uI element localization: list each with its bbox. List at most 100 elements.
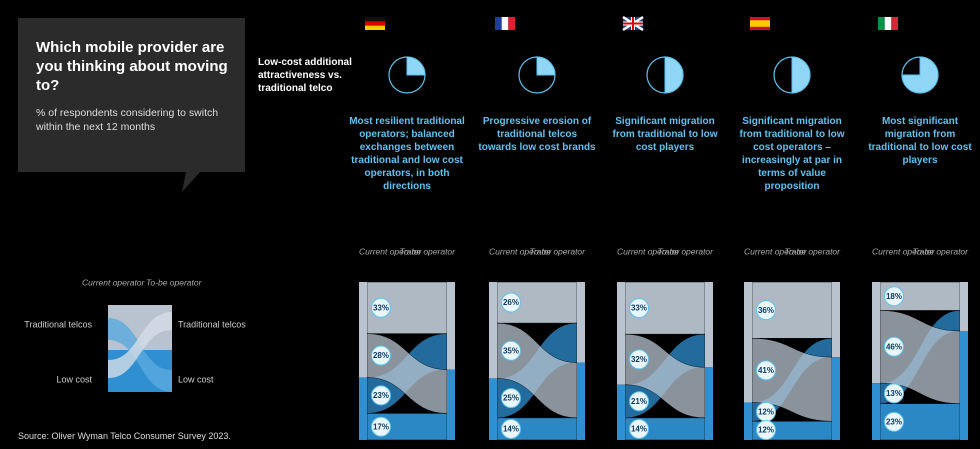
legend-traditional-right: Traditional telcos [178,319,246,329]
flow-label-badge [629,418,649,439]
node-current-lowcost [359,377,367,440]
flow-label: 12% [758,407,774,416]
node-tobe-lowcost [705,367,713,440]
flow-label-badge [371,416,391,437]
flag [623,22,643,25]
flow-label: 18% [886,292,902,301]
flow-label: 23% [373,391,389,400]
flow-label-badge [501,388,521,409]
flow-label: 14% [503,425,519,434]
flag [878,17,885,30]
flow-label: 36% [758,306,774,315]
flow-label: 32% [631,355,647,364]
tobe-operator-label: To-be operator [913,246,970,256]
legend-tobe: To-be operator [146,277,203,287]
node-tobe-lowcost [577,362,585,440]
pie-wedge [536,56,556,76]
tobe-operator-label: To-be operator [400,246,457,256]
pie-wedge [664,56,684,94]
flag [501,17,509,30]
flag [495,17,502,30]
flag [508,17,515,30]
legend-current: Current operator [82,277,146,287]
node-current-lowcost [744,402,752,440]
flow-label-badge [371,385,391,406]
flow-label-badge [756,420,776,440]
pie-wedge [901,56,939,94]
node-current-traditional [872,282,880,384]
flow-label-badge [756,300,776,321]
tobe-operator-label: To-be operator [785,246,842,256]
node-current-traditional [489,282,497,379]
flow-label-badge [371,345,391,366]
flow-label-badge [884,411,904,432]
title: Which mobile provider are you thinking a… [36,39,228,94]
flow-label: 21% [631,397,647,406]
pie-wedge [406,56,426,76]
country-name: UK [653,16,671,30]
flow-label-badge [756,360,776,381]
country-name: GERMANY [395,16,456,30]
flow-label-badge [884,286,904,307]
flag [750,20,770,27]
country-description: Significant migration from traditional t… [612,116,718,153]
source: Source: Oliver Wyman Telco Consumer Surv… [18,431,231,441]
country-description: Most significant migration from traditio… [868,116,972,166]
current-operator-label: Current operator [872,246,936,256]
node-current-traditional [617,282,625,385]
flag [365,25,385,30]
flow-label: 13% [886,389,902,398]
flow-label: 41% [758,366,774,375]
node-tobe-traditional [960,282,968,331]
flow-label-badge [501,340,521,361]
subtitle: % of respondents considering to switch w… [36,107,219,133]
tobe-operator-label: To-be operator [530,246,587,256]
node-current-lowcost [617,384,625,440]
node-tobe-traditional [832,282,840,358]
legend-lowcost-left: Low cost [56,374,92,384]
country-description: Most resilient traditional operators; ba… [349,116,465,192]
flag [884,17,892,30]
node-tobe-traditional [577,282,585,363]
legend-traditional-left: Traditional telcos [24,319,92,329]
flow-label-badge [501,292,521,313]
legend-lowcost-right: Low cost [178,374,214,384]
flow-label: 17% [373,422,389,431]
flow-label-badge [884,383,904,404]
flag [365,21,385,26]
flow-label: 46% [886,342,902,351]
node-tobe-lowcost [832,357,840,440]
flow-label: 23% [886,417,902,426]
node-current-traditional [744,282,752,403]
flow-label-badge [629,298,649,319]
flow-label: 28% [373,351,389,360]
current-operator-label: Current operator [617,246,681,256]
country-description: Significant migration from traditional t… [739,116,845,192]
node-current-lowcost [872,383,880,440]
country-name: SPAIN [780,16,816,30]
title-box [18,18,245,192]
country-name: FRANCE [525,16,575,30]
flow-label-badge [501,418,521,439]
flow-label: 12% [758,426,774,435]
flow-label: 33% [631,304,647,313]
country-name: ITALY [908,16,941,30]
tobe-operator-label: To-be operator [658,246,715,256]
country-description: Progressive erosion of traditional telco… [478,116,596,153]
flow-label-badge [371,297,391,318]
flow-label: 35% [503,346,519,355]
current-operator-label: Current operator [744,246,808,256]
node-tobe-traditional [447,282,455,370]
current-operator-label: Current operator [489,246,553,256]
node-tobe-lowcost [960,330,968,440]
flow-label: 25% [503,394,519,403]
pie-label: Low-cost additional attractiveness vs. t… [258,57,352,94]
flow-label-badge [884,336,904,357]
